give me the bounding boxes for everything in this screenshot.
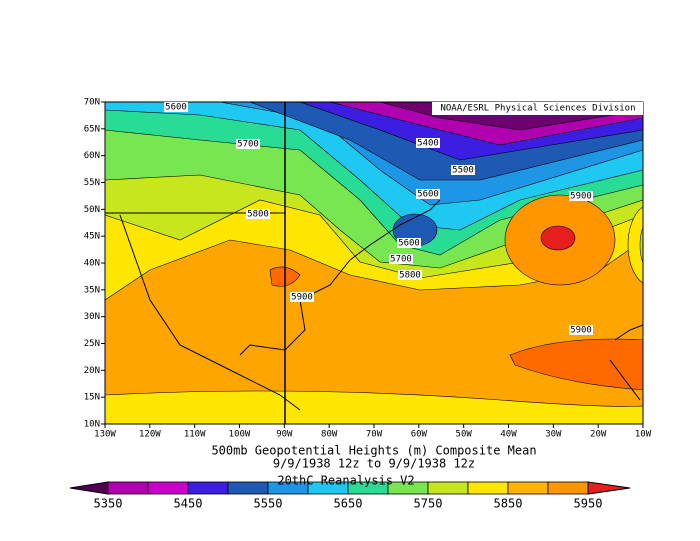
contour-label: 5900 [291, 293, 313, 303]
contour-label-bg [451, 165, 475, 175]
x-tick-label: 130W [94, 430, 116, 440]
y-tick-label: 15N [84, 393, 100, 403]
contour-label: 5600 [165, 103, 187, 113]
colorbar-arrow [587, 481, 631, 495]
contour-label: 5700 [390, 255, 412, 265]
y-tick-label: 35N [84, 285, 100, 295]
colorbar-swatch [467, 481, 509, 495]
colorbar-swatch [107, 481, 149, 495]
x-tick-label: 120W [139, 430, 161, 440]
contour-label-bg [397, 238, 421, 248]
contour-label-bg [246, 209, 270, 219]
x-tick-label: 80W [321, 430, 338, 440]
x-tick-label: 110W [184, 430, 206, 440]
y-tick-label: 10N [84, 420, 100, 430]
colorbar-swatch [187, 481, 229, 495]
source-text: NOAA/ESRL Physical Sciences Division [440, 104, 635, 114]
y-tick-label: 70N [84, 98, 100, 108]
x-tick-label: 30W [545, 430, 562, 440]
contour-label: 5900 [570, 192, 592, 202]
y-tick-label: 50N [84, 205, 100, 215]
y-tick-label: 45N [84, 232, 100, 242]
contour-label: 5700 [237, 140, 259, 150]
colorbar-label: 5350 [94, 497, 123, 511]
contour-label: 5800 [399, 271, 421, 281]
height-field [105, 102, 643, 424]
contour-label-bg [236, 139, 260, 149]
height-band [627, 206, 643, 284]
x-tick-label: 10W [635, 430, 652, 440]
caption-dates: 9/9/1938 12z to 9/9/1938 12z [273, 457, 475, 471]
contour-label: 5800 [247, 210, 269, 220]
y-tick-label: 60N [84, 151, 100, 161]
contour-label-bg [416, 189, 440, 199]
contour-label-bg [164, 102, 188, 112]
colorbar-label: 5950 [574, 497, 603, 511]
contour-label-bg [416, 138, 440, 148]
colorbar-swatch [547, 481, 589, 495]
x-tick-label: 40W [500, 430, 517, 440]
contour-label-bg [569, 191, 593, 201]
colorbar-label: 5650 [334, 497, 363, 511]
x-tick-label: 90W [276, 430, 293, 440]
colorbar-label: 5450 [174, 497, 203, 511]
x-tick-label: 70W [366, 430, 383, 440]
height-band [509, 338, 643, 391]
map-overlay: NOAA/ESRL Physical Sciences Division 560… [104, 101, 644, 425]
colorbar-swatch [427, 481, 469, 495]
height-band [105, 390, 643, 424]
y-tick-label: 20N [84, 366, 100, 376]
y-tick-label: 25N [84, 339, 100, 349]
coastline [119, 199, 441, 411]
contour-label-bg [389, 254, 413, 264]
caption-title: 500mb Geopotential Heights (m) Composite… [211, 444, 536, 458]
contour-label: 5900 [570, 326, 592, 336]
source-box [432, 102, 643, 115]
height-band [639, 226, 643, 264]
coastline [609, 324, 644, 401]
contour-label-bg [569, 325, 593, 335]
contour-label: 5600 [398, 239, 420, 249]
colorbar-swatch [147, 481, 189, 495]
x-tick-label: 100W [229, 430, 251, 440]
caption-dataset: 20thC Reanalysis V2 [277, 474, 414, 488]
x-tick-label: 60W [411, 430, 428, 440]
contour-label: 5600 [417, 190, 439, 200]
y-tick-label: 40N [84, 259, 100, 269]
colorbar-swatch [507, 481, 549, 495]
colorbar-arrow [69, 481, 109, 495]
colorbar-label: 5550 [254, 497, 283, 511]
x-tick-label: 20W [590, 430, 607, 440]
colorbar-label: 5850 [494, 497, 523, 511]
colorbar-label: 5750 [414, 497, 443, 511]
height-band [540, 225, 576, 251]
contour-label: 5500 [452, 166, 474, 176]
contour-label: 5400 [417, 139, 439, 149]
contour-label-bg [398, 270, 422, 280]
y-tick-label: 55N [84, 178, 100, 188]
x-tick-label: 50W [456, 430, 473, 440]
y-tick-label: 30N [84, 312, 100, 322]
contour-label-bg [290, 292, 314, 302]
colorbar-swatch [227, 481, 269, 495]
colorbar: 5350 5450 5550 5650 5750 5850 5950 [69, 481, 631, 511]
y-tick-label: 65N [84, 124, 100, 134]
